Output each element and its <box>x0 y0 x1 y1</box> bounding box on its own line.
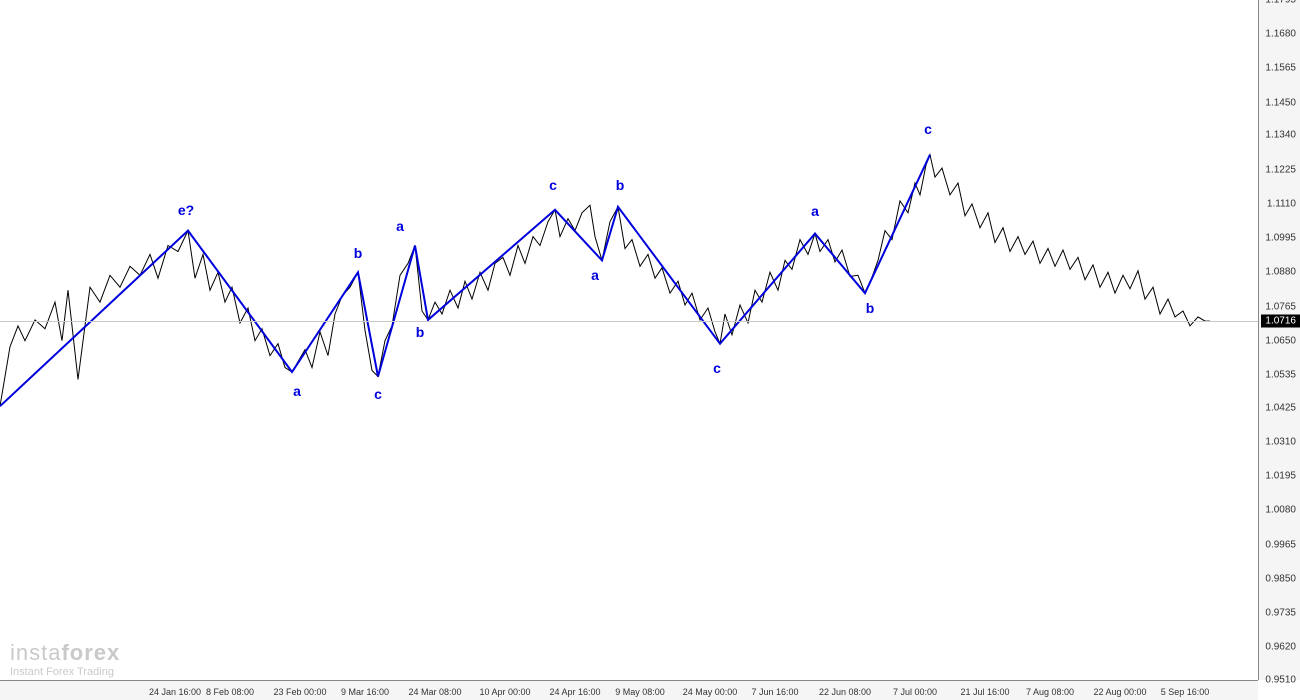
x-axis: 24 Jan 16:00 8 Feb 08:00 23 Feb 00:00 9 Mar… <box>0 680 1258 700</box>
x-tick: 24 Mar 08:00 <box>408 687 461 697</box>
y-tick: 1.0535 <box>1265 369 1296 380</box>
x-tick: 10 Apr 00:00 <box>479 687 530 697</box>
y-axis: 1.1795 1.1680 1.1565 1.1450 1.1340 1.1225 1.11… <box>1258 0 1300 680</box>
y-tick: 1.0425 <box>1265 402 1296 413</box>
y-tick: 0.9620 <box>1265 642 1296 653</box>
y-tick: 1.0080 <box>1265 505 1296 516</box>
x-tick: 22 Aug 00:00 <box>1093 687 1146 697</box>
chart-area: e? a b c a b c a b c a b c <box>0 0 1258 680</box>
y-tick: 1.0195 <box>1265 471 1296 482</box>
current-price-value: 1.0716 <box>1265 316 1296 327</box>
wave-label-a: a <box>811 203 819 219</box>
y-tick: 1.1340 <box>1265 130 1296 141</box>
y-tick: 1.0310 <box>1265 436 1296 447</box>
wave-label-c: c <box>549 177 557 193</box>
y-tick: 1.0880 <box>1265 267 1296 278</box>
y-tick: 1.1450 <box>1265 97 1296 108</box>
wave-label-e: e? <box>178 202 194 218</box>
current-price-line <box>0 321 1258 322</box>
x-tick: 7 Jul 00:00 <box>893 687 937 697</box>
wave-label-b: b <box>866 300 875 316</box>
wave-label-a: a <box>396 218 404 234</box>
x-tick: 23 Feb 00:00 <box>273 687 326 697</box>
wave-label-b: b <box>416 324 425 340</box>
y-tick: 1.0995 <box>1265 233 1296 244</box>
y-tick: 0.9965 <box>1265 539 1296 550</box>
x-tick: 5 Sep 16:00 <box>1161 687 1210 697</box>
x-tick: 21 Jul 16:00 <box>960 687 1009 697</box>
x-tick: 7 Jun 16:00 <box>751 687 798 697</box>
wave-label-b: b <box>354 245 363 261</box>
y-tick: 1.1795 <box>1265 0 1296 6</box>
x-tick: 24 Apr 16:00 <box>549 687 600 697</box>
x-tick: 9 May 08:00 <box>615 687 665 697</box>
wave-label-c: c <box>713 360 721 376</box>
watermark: instaforex Instant Forex Trading <box>10 640 120 678</box>
y-tick: 1.1680 <box>1265 29 1296 40</box>
x-tick: 9 Mar 16:00 <box>341 687 389 697</box>
y-tick: 1.1110 <box>1267 198 1296 209</box>
y-tick: 1.1565 <box>1265 63 1296 74</box>
wave-label-c: c <box>374 386 382 402</box>
x-tick: 24 May 00:00 <box>683 687 738 697</box>
current-price-tag: 1.0716 <box>1261 315 1300 328</box>
wave-label-c: c <box>924 121 932 137</box>
watermark-brand: instaforex <box>10 640 120 666</box>
watermark-brand-first: insta <box>10 640 61 665</box>
watermark-brand-second: forex <box>61 640 120 665</box>
y-tick: 1.0765 <box>1265 301 1296 312</box>
wave-label-b: b <box>616 177 625 193</box>
x-tick: 22 Jun 08:00 <box>819 687 871 697</box>
y-tick: 1.1225 <box>1265 164 1296 175</box>
y-tick: 0.9735 <box>1265 608 1296 619</box>
x-tick: 24 Jan 16:00 <box>149 687 201 697</box>
y-tick: 0.9510 <box>1265 675 1296 686</box>
x-tick: 7 Aug 08:00 <box>1026 687 1074 697</box>
wave-label-a: a <box>293 383 301 399</box>
watermark-tagline: Instant Forex Trading <box>10 666 120 678</box>
wave-label-a: a <box>591 267 599 283</box>
x-tick: 8 Feb 08:00 <box>206 687 254 697</box>
chart-svg <box>0 0 1258 680</box>
y-tick: 0.9850 <box>1265 573 1296 584</box>
y-tick: 1.0650 <box>1265 335 1296 346</box>
